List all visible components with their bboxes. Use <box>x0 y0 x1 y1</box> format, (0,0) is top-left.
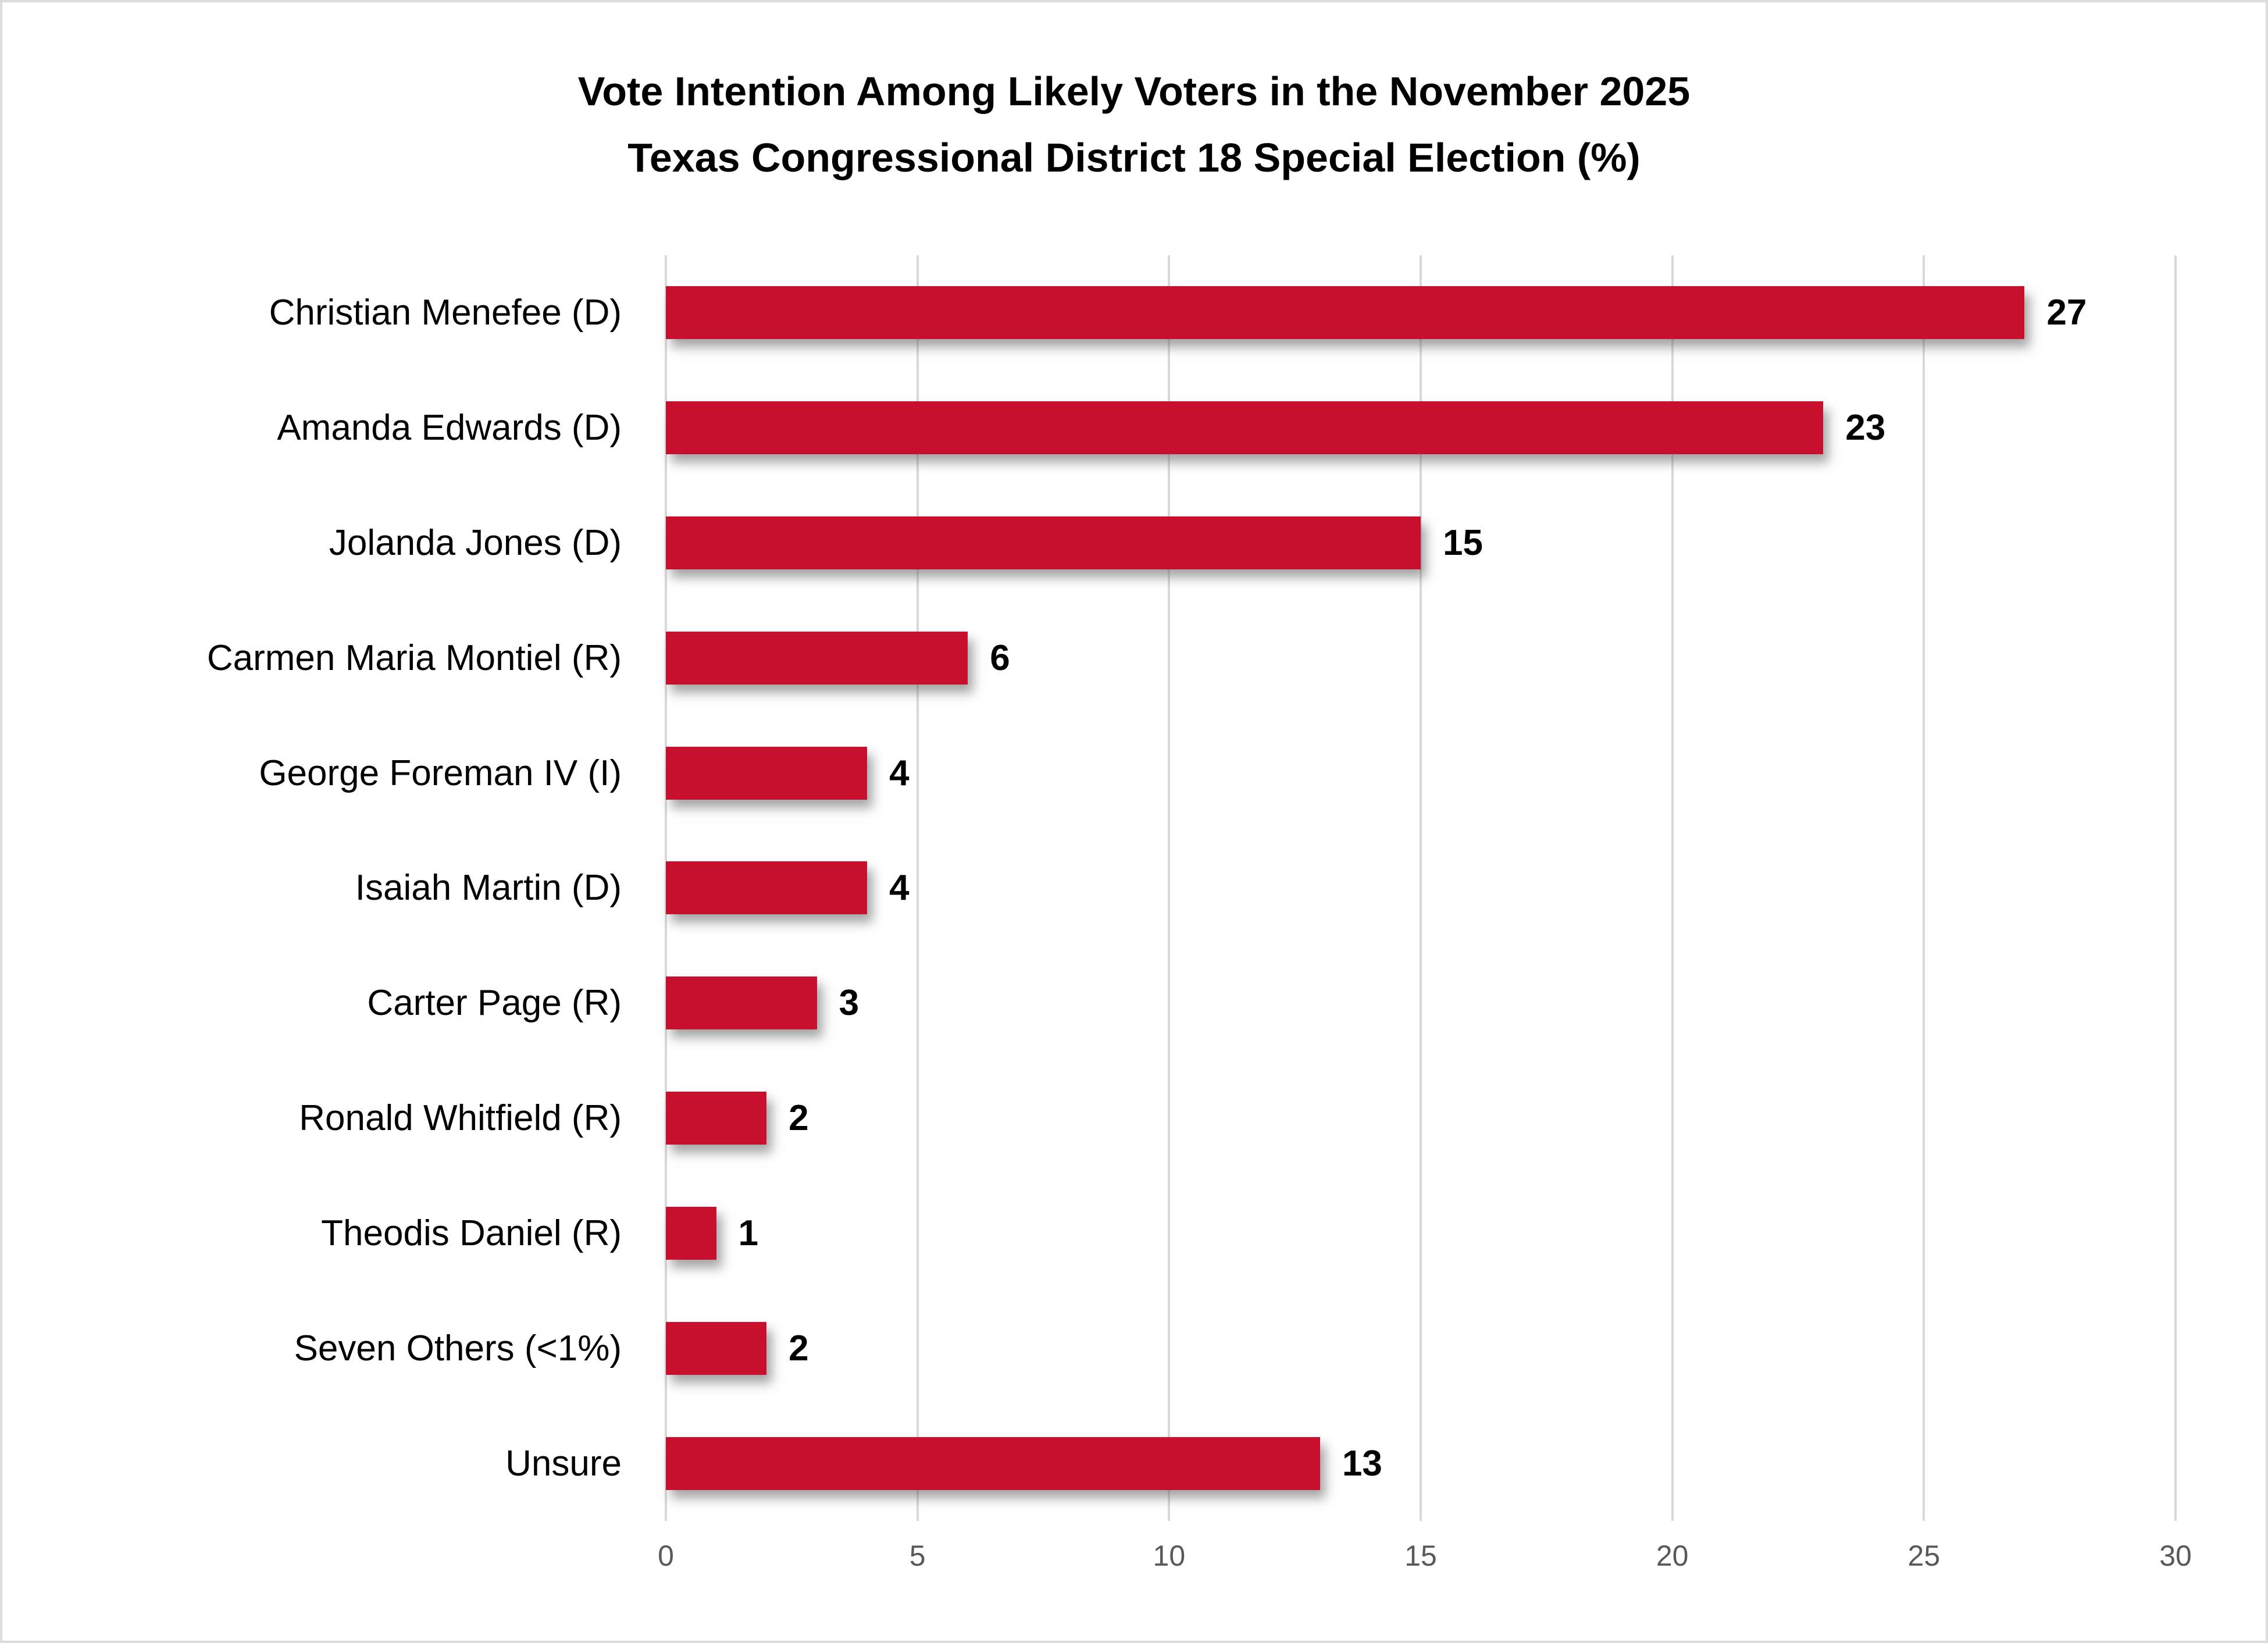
bar-row: Carter Page (R) 3 <box>2 946 2266 1061</box>
bar <box>666 746 868 800</box>
bar <box>666 861 868 915</box>
category-label: Unsure <box>505 1443 622 1484</box>
bar-row: Christian Menefee (D) 27 <box>2 255 2266 370</box>
x-tick-label-5: 5 <box>909 1539 926 1572</box>
bar-track: 13 <box>666 1406 2176 1521</box>
x-tick-label-0: 0 <box>658 1539 674 1572</box>
bar <box>666 1092 767 1145</box>
bar <box>666 516 1421 570</box>
bar <box>666 1437 1320 1490</box>
bar-value-label: 13 <box>1342 1443 1382 1484</box>
bar-row: George Foreman IV (I) 4 <box>2 715 2266 831</box>
bar-value-label: 4 <box>889 868 910 908</box>
bar-value-label: 1 <box>738 1213 759 1253</box>
bar-row: Isaiah Martin (D) 4 <box>2 831 2266 946</box>
category-label: Ronald Whitfield (R) <box>299 1098 622 1139</box>
bar <box>666 631 968 685</box>
bar-value-label: 6 <box>990 637 1010 678</box>
bar-rows: Christian Menefee (D) 27 Amanda Edwards (D… <box>2 255 2266 1521</box>
bar-track: 3 <box>666 946 2176 1061</box>
bar-track: 23 <box>666 370 2176 486</box>
category-label: Isaiah Martin (D) <box>355 868 622 908</box>
bar-row: Jolanda Jones (D) 15 <box>2 486 2266 601</box>
chart-title: Vote Intention Among Likely Voters in th… <box>2 58 2266 191</box>
x-tick-label-10: 10 <box>1153 1539 1186 1572</box>
category-label: Jolanda Jones (D) <box>329 523 622 564</box>
x-tick-label-30: 30 <box>2159 1539 2192 1572</box>
bar-value-label: 2 <box>789 1098 809 1139</box>
bar-row: Seven Others (<1%) 2 <box>2 1291 2266 1406</box>
x-tick-label-20: 20 <box>1656 1539 1689 1572</box>
bar <box>666 1321 767 1375</box>
bar-track: 2 <box>666 1061 2176 1176</box>
category-label: Amanda Edwards (D) <box>277 408 622 448</box>
bar-row: Unsure 13 <box>2 1406 2266 1521</box>
bar <box>666 1206 716 1260</box>
bar-track: 1 <box>666 1176 2176 1291</box>
x-tick-label-15: 15 <box>1404 1539 1437 1572</box>
bar-value-label: 3 <box>839 983 860 1024</box>
bar <box>666 401 1824 455</box>
bar-row: Theodis Daniel (R) 1 <box>2 1176 2266 1291</box>
bar-track: 27 <box>666 255 2176 370</box>
bar-value-label: 15 <box>1443 523 1483 564</box>
category-label: Christian Menefee (D) <box>269 293 622 333</box>
gridline-x-10 <box>1168 255 1171 1521</box>
gridline-x-15 <box>1420 255 1422 1521</box>
bar-value-label: 27 <box>2046 293 2087 333</box>
chart-title-line2: Texas Congressional District 18 Special … <box>627 135 1641 180</box>
x-axis-tick-labels: 0 5 10 15 20 25 30 <box>658 1539 2192 1585</box>
bar-row: Ronald Whitfield (R) 2 <box>2 1061 2266 1176</box>
bar-row: Carmen Maria Montiel (R) 6 <box>2 600 2266 715</box>
gridline-x-20 <box>1671 255 1674 1521</box>
gridline-x-25 <box>1923 255 1925 1521</box>
category-label: Seven Others (<1%) <box>294 1328 622 1368</box>
bar-value-label: 4 <box>889 753 910 793</box>
bar <box>666 286 2025 340</box>
bar-row: Amanda Edwards (D) 23 <box>2 370 2266 486</box>
bar-track: 4 <box>666 831 2176 946</box>
chart-title-line1: Vote Intention Among Likely Voters in th… <box>577 69 1691 114</box>
bar-value-label: 2 <box>789 1328 809 1368</box>
category-label: Carmen Maria Montiel (R) <box>206 637 622 678</box>
bar-track: 2 <box>666 1291 2176 1406</box>
x-tick-label-25: 25 <box>1907 1539 1941 1572</box>
gridline-x-30 <box>2174 255 2177 1521</box>
bar-track: 6 <box>666 600 2176 715</box>
gridline-x-5 <box>916 255 919 1521</box>
category-label: Carter Page (R) <box>367 983 622 1024</box>
category-label: George Foreman IV (I) <box>259 753 622 793</box>
bar-value-label: 23 <box>1845 408 1886 448</box>
category-label: Theodis Daniel (R) <box>321 1213 622 1253</box>
bar <box>666 976 817 1030</box>
bar-track: 15 <box>666 486 2176 601</box>
bar-track: 4 <box>666 715 2176 831</box>
